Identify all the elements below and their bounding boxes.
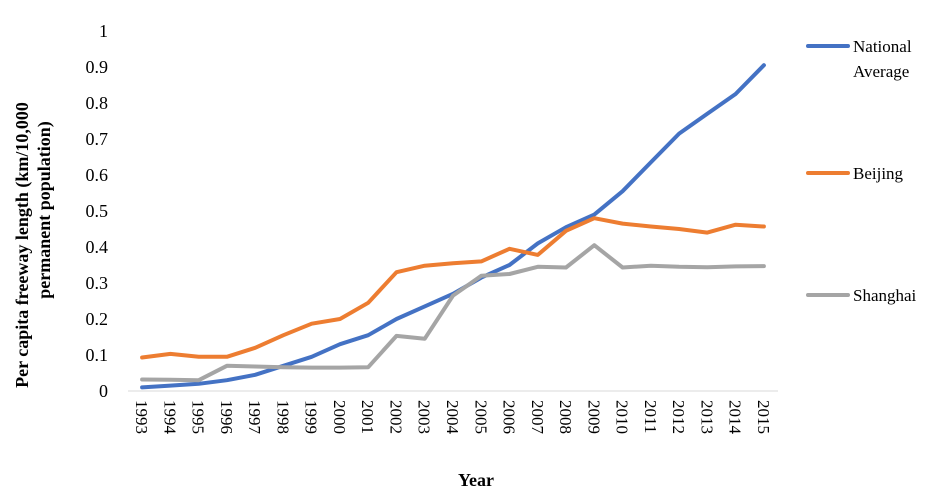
x-tick-label: 1995 [189,400,208,434]
x-tick-label: 2002 [386,400,405,434]
series-lines [140,63,766,390]
x-tick-label: 1994 [160,400,179,435]
x-tick-label: 1999 [302,400,321,434]
x-tick-label: 2013 [697,400,716,434]
y-tick-label: 0.1 [86,345,109,365]
series-line-1 [140,216,766,360]
y-tick-label: 0.8 [86,93,109,113]
y-tick-label: 0.9 [86,57,109,77]
legend-label-0: Average [853,62,909,81]
y-tick-labels: 0 0.1 0.2 0.3 0.4 0.5 0.6 0.7 0.8 0.9 1 [86,21,109,401]
x-tick-label: 2012 [669,400,688,434]
legend: National Average Beijing Shanghai [806,37,917,305]
x-tick-label: 2006 [500,400,519,434]
y-tick-label: 0.2 [86,309,109,329]
x-tick-label: 2011 [641,400,660,433]
y-axis-title-line-2: permanent population) [34,121,55,299]
y-tick-label: 0.6 [86,165,109,185]
y-tick-label: 0.4 [86,237,109,257]
x-tick-label: 2003 [415,400,434,434]
x-tick-label: 2010 [613,400,632,434]
x-tick-label: 2008 [556,400,575,434]
y-tick-label: 1 [99,21,108,41]
legend-label-2: Shanghai [853,286,917,305]
y-tick-label: 0 [99,381,108,401]
x-tick-label: 2000 [330,400,349,434]
y-tick-label: 0.5 [86,201,109,221]
y-tick-label: 0.3 [86,273,109,293]
series-line-2 [140,243,766,383]
x-tick-label: 1997 [245,400,264,435]
x-tick-label: 2004 [443,400,462,435]
legend-label-0: National [853,37,912,56]
y-axis-title-line-1: Per capita freeway length (km/10,000 [12,102,33,388]
x-tick-label: 2007 [528,400,547,435]
x-tick-label: 2015 [754,400,773,434]
x-tick-label: 2005 [471,400,490,434]
legend-label-1: Beijing [853,164,904,183]
x-tick-label: 2014 [726,400,745,435]
x-tick-label: 1996 [217,400,236,434]
y-axis-title: Per capita freeway length (km/10,000 per… [12,102,55,388]
x-tick-label: 2009 [584,400,603,434]
x-tick-label: 1993 [132,400,151,434]
x-tick-labels: 1993 1994 1995 1996 1997 1998 1999 2000 2001 2002… [132,400,773,435]
y-tick-label: 0.7 [86,129,109,149]
x-axis-title: Year [458,470,494,490]
x-tick-label: 1998 [273,400,292,434]
x-tick-label: 2001 [358,400,377,434]
